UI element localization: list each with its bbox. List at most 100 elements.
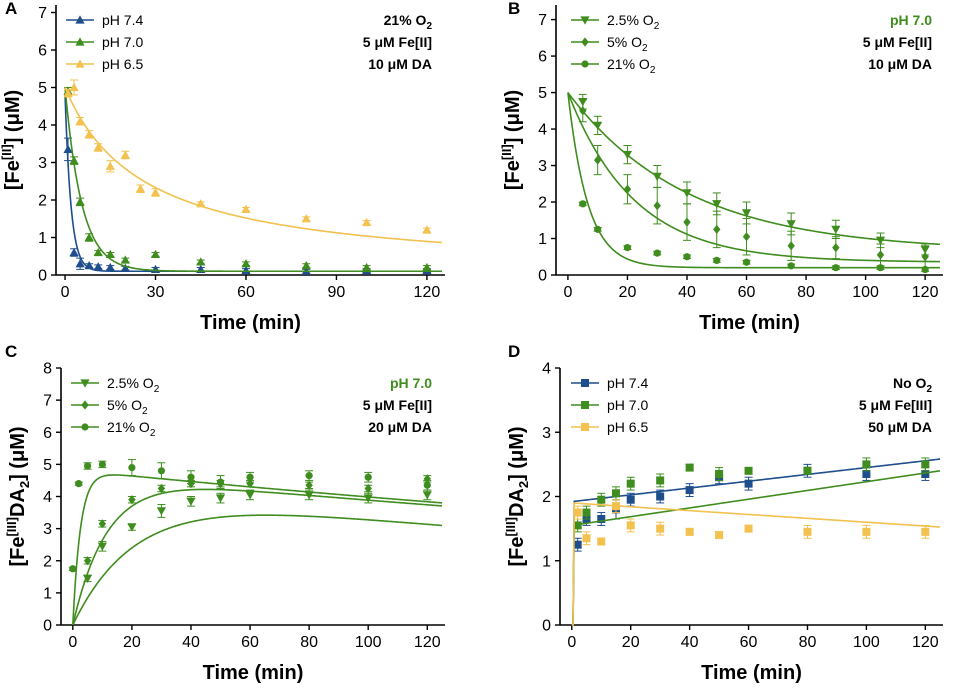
legend-marker [581,401,589,409]
data-point [150,264,161,274]
data-point [215,494,226,503]
y-tick-label: 2 [542,489,551,506]
annotation: 5 μM Fe[II] [863,34,932,50]
legend-label: pH 6.5 [102,56,143,72]
y-axis-label: [Fe[III]DA2] (μM) [503,426,531,566]
legend-marker [81,423,89,431]
legend-marker [580,16,590,25]
data-point [301,214,311,223]
x-tick-label: 120 [414,634,441,651]
legend-marker [581,379,589,387]
x-tick-label: 80 [797,284,815,301]
data-point [69,565,77,573]
panel-B: B 0 1 2 3 4 5 6 7 0 20 40 60 80 100 120 Time (min) [Fe[II… [499,0,943,334]
x-tick-label: 0 [61,284,70,301]
data-point [241,259,251,268]
y-tick-label: 7 [38,5,47,22]
data-point [744,524,753,533]
y-tick-label: 3 [38,155,47,172]
data-point [682,189,692,198]
panel-A: A 0 1 2 3 4 5 6 7 0 30 60 90 120 Time (min) [Fe[II]] (μ… [0,0,445,334]
data-point [862,460,871,469]
data-point [921,252,929,262]
y-tick-label: 1 [542,553,551,570]
series-ph-6-5: pH 6.5 [571,419,941,626]
data-point [422,491,432,500]
y-tick-label: 0 [538,268,547,285]
data-point [105,161,115,170]
x-tick-label: 80 [799,634,817,651]
data-point [656,524,665,533]
data-point [715,531,724,540]
x-tick-label: 100 [852,284,879,301]
y-tick-label: 7 [538,12,547,29]
y-tick-label: 2 [43,553,52,570]
data-point [75,259,85,268]
fit-curve [571,502,941,626]
legend-label: pH 7.0 [102,34,143,50]
data-point [582,508,591,517]
x-tick-label: 0 [567,634,576,651]
y-tick-label: 2 [38,193,47,210]
y-tick-label: 5 [38,80,47,97]
fit-curve [567,92,941,263]
x-tick-label: 80 [300,634,318,651]
x-tick-label: 20 [619,284,637,301]
data-point [150,249,161,259]
data-point [656,492,665,501]
data-point [623,184,632,194]
data-point [105,249,115,259]
data-point [305,480,313,490]
data-point [157,483,166,494]
data-point [713,224,721,234]
legend-label: pH 7.4 [607,375,648,391]
annotation: 5 μM Fe[II] [363,34,432,50]
data-point [83,462,92,470]
fit-curve [72,488,443,626]
y-tick-label: 6 [538,49,547,66]
y-tick-label: 8 [43,361,52,378]
data-point [876,250,885,260]
data-point [241,204,251,214]
data-point [921,460,930,469]
y-axis-label: [Fe[III]DA2] (μM) [4,426,32,566]
data-point [626,479,635,488]
data-point [875,236,886,245]
data-point [862,470,871,479]
data-point [623,244,632,252]
data-point [713,256,721,265]
y-tick-label: 1 [43,585,52,602]
data-point [582,534,591,543]
legend-label: pH 7.0 [607,397,648,413]
panel-letter: A [5,0,17,18]
annotation: 5 μM Fe[III] [859,397,932,413]
data-point [921,470,930,479]
data-point [712,200,722,209]
data-point [246,479,254,489]
data-point [364,483,372,494]
y-tick-label: 1 [38,230,47,247]
annotation: 10 μM DA [868,56,932,72]
data-point [245,491,255,500]
data-point [84,129,94,139]
data-point [128,463,136,472]
data-point [579,200,587,208]
x-tick-label: 90 [328,284,346,301]
y-tick-label: 3 [538,158,547,175]
data-point [186,497,196,506]
data-point [685,486,694,495]
data-point [105,262,115,272]
y-axis-label: [Fe[II]] (μM) [0,90,24,190]
x-axis-label: Time (min) [203,662,304,684]
y-tick-label: 4 [43,489,52,506]
data-point [622,150,633,160]
data-point [157,467,166,475]
annotation: pH 7.0 [890,12,932,28]
data-point [741,209,752,218]
y-tick-label: 3 [43,521,52,538]
annotation: pH 7.0 [390,375,432,391]
legend-label: 5% O2 [107,397,148,417]
data-point [75,197,85,206]
